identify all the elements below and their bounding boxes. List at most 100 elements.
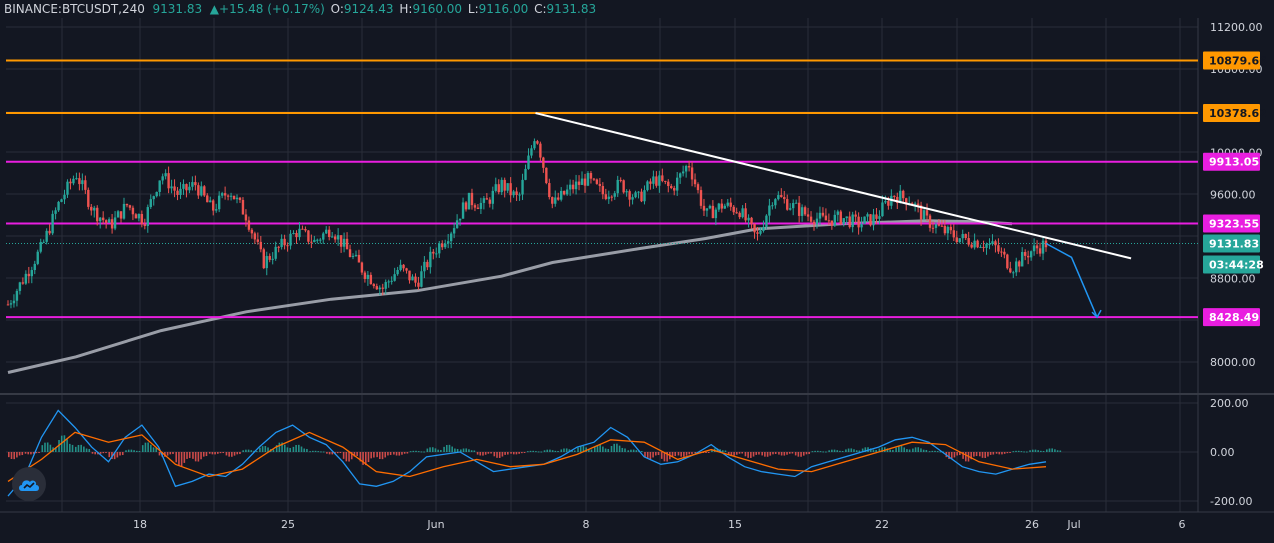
histogram-bar — [66, 439, 68, 452]
candle-body — [87, 189, 90, 207]
candle-body — [536, 141, 539, 144]
candle-body — [753, 223, 756, 233]
candle-body — [69, 181, 72, 184]
candle-body — [295, 232, 298, 238]
histogram-bar — [286, 447, 289, 452]
candle-body — [446, 241, 450, 244]
candle-body — [107, 219, 111, 223]
histogram-bar — [231, 452, 233, 457]
candle-body — [982, 246, 985, 248]
histogram-bar — [959, 452, 961, 456]
candle-body — [93, 207, 96, 211]
candle-body — [399, 264, 402, 270]
candle-body — [851, 214, 854, 228]
histogram-bar — [1037, 450, 1039, 452]
candle-body — [598, 183, 602, 187]
macd-pane — [7, 409, 1062, 497]
histogram-bar — [1017, 450, 1020, 452]
candle-body — [470, 192, 474, 206]
candle-body — [539, 143, 542, 158]
projection-path — [1045, 242, 1098, 318]
candle-body — [794, 202, 798, 204]
interval-label[interactable]: 240 — [121, 2, 145, 16]
candle-body — [777, 195, 780, 200]
histogram-bar — [654, 452, 657, 456]
histogram-bar — [470, 450, 473, 452]
candle-body — [928, 215, 932, 228]
histogram-bar — [384, 452, 387, 458]
histogram-bar — [208, 452, 211, 454]
candle-body — [943, 225, 947, 234]
histogram-bar — [211, 452, 214, 455]
candle-body — [913, 203, 917, 206]
candle-body — [6, 304, 10, 306]
histogram-bar — [462, 448, 465, 452]
candle-body — [658, 175, 661, 186]
candle-body — [1015, 261, 1018, 273]
candle-body — [455, 220, 459, 229]
tradingview-logo-button[interactable] — [12, 467, 46, 501]
histogram-bar — [188, 452, 191, 459]
histogram-bar — [900, 446, 903, 452]
histogram-bar — [510, 452, 512, 454]
histogram-bar — [8, 452, 10, 458]
histogram-bar — [46, 442, 49, 452]
histogram-bar — [711, 449, 713, 452]
drawings[interactable] — [535, 112, 1132, 319]
open-label: O: — [330, 2, 344, 16]
histogram-bar — [88, 448, 91, 452]
histogram-bar — [599, 444, 601, 452]
histogram-bar — [69, 443, 71, 452]
candle-body — [637, 191, 640, 193]
histogram-bar — [348, 452, 350, 462]
candle-body — [78, 178, 81, 185]
histogram-bar — [1003, 452, 1006, 454]
candle-body — [738, 212, 741, 218]
candle-body — [750, 217, 753, 224]
candle-body — [307, 230, 310, 242]
histogram-bar — [1046, 449, 1048, 452]
macd-tick-label: -200.00 — [1210, 495, 1252, 508]
candle-body — [313, 239, 316, 243]
candle-body — [866, 214, 869, 217]
candle-body — [631, 197, 634, 200]
candle-body — [800, 207, 804, 216]
candle-body — [845, 216, 848, 219]
candle-body — [839, 211, 842, 225]
candle-body — [687, 166, 691, 168]
time-tick-label: 15 — [728, 518, 742, 531]
candle-body — [161, 176, 164, 181]
histogram-bar — [437, 449, 439, 452]
histogram-bar — [250, 450, 253, 452]
histogram-bar — [936, 451, 939, 453]
candle-body — [565, 189, 569, 195]
candle-body — [557, 197, 560, 200]
histogram-bar — [253, 450, 255, 452]
candle-body — [613, 193, 616, 197]
histogram-bar — [359, 452, 362, 462]
time-tick-label: 8 — [583, 518, 590, 531]
symbol-name[interactable]: BINANCE:BTCUSDT — [4, 2, 119, 16]
candle-body — [426, 261, 429, 268]
histogram-bar — [155, 447, 158, 452]
candle-body — [589, 173, 593, 179]
histogram-bar — [225, 452, 228, 456]
candle-body — [417, 282, 420, 287]
histogram-bar — [752, 452, 755, 457]
candle-body — [128, 205, 132, 208]
histogram-bar — [920, 448, 922, 452]
candle-body — [878, 216, 881, 219]
horizontal-levels[interactable] — [6, 59, 1198, 319]
histogram-bar — [898, 446, 900, 452]
histogram-bar — [764, 452, 766, 457]
histogram-bar — [473, 450, 476, 452]
histogram-bar — [805, 452, 808, 455]
candle-body — [316, 239, 319, 241]
candle-body — [580, 178, 584, 185]
candle-body — [595, 179, 599, 184]
histogram-bar — [646, 452, 649, 460]
histogram-bar — [512, 452, 515, 455]
price-tag-label: 8428.49 — [1209, 311, 1259, 324]
histogram-bar — [398, 452, 401, 456]
